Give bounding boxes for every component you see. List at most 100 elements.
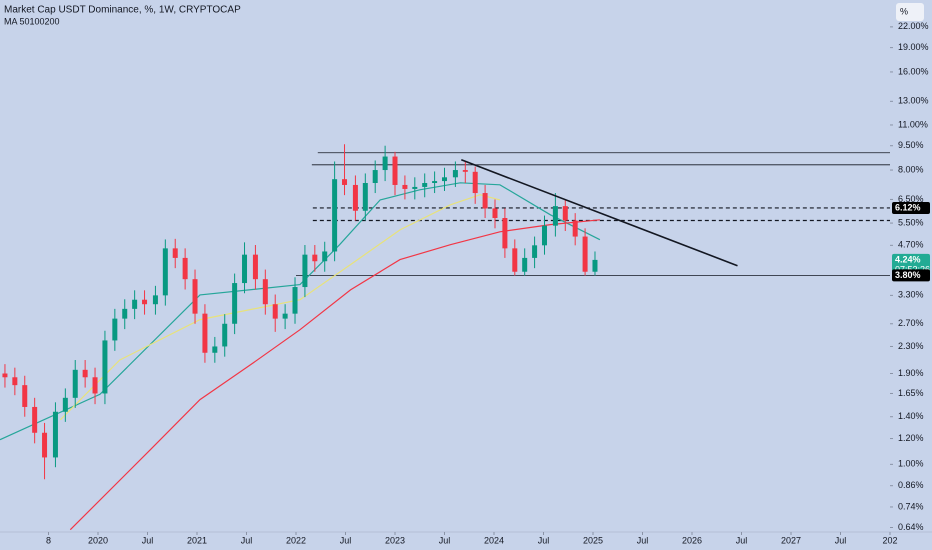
candle-body [192,279,198,314]
candle-body [82,369,88,378]
candle-body [172,248,178,258]
candle-body [532,245,538,258]
x-tick-label: Jul [835,535,847,545]
candle-body [2,373,8,378]
y-tick-label: 2.30% [898,341,924,351]
candle-body [212,346,218,353]
moving-average [69,219,600,531]
candle-body [432,181,438,184]
candle-body [372,170,378,184]
y-tick-label: 1.90% [898,368,924,378]
candle-body [322,251,328,262]
y-tick-label: 22.00% [898,21,929,31]
candle-body [92,377,98,394]
candle-body [132,299,138,309]
price-label-box [892,201,930,214]
y-tick-label: 1.65% [898,388,924,398]
y-tick-label: 6.50% [898,194,924,204]
x-tick-label: 2021 [187,535,207,545]
candle-body [142,299,148,305]
candle-body [332,179,338,252]
candle-body [552,206,558,226]
candle-body [362,183,368,211]
candle-body [392,156,398,185]
y-tick-label: 11.00% [898,119,928,129]
candle-body [252,254,258,280]
x-tick-label: Jul [439,535,451,545]
candle-body [272,304,278,319]
candle-body [182,257,188,280]
chart-title: Market Cap USDT Dominance, %, 1W, CRYPTO… [4,5,241,16]
candle-body [462,170,468,172]
y-tick-label: 8.00% [898,164,924,174]
moving-average [59,194,501,421]
x-tick-label: Jul [142,535,154,545]
candle-body [242,254,248,284]
y-tick-label: 5.50% [898,217,924,227]
y-tick-label: 19.00% [898,42,929,52]
candle-body [422,183,428,187]
x-tick-label: 2024 [484,535,504,545]
x-tick-label: Jul [637,535,649,545]
x-tick-label: 2023 [385,535,405,545]
candle-body [232,283,238,324]
candle-body [572,220,578,237]
candle-body [522,257,528,272]
candle-body [402,184,408,189]
y-tick-label: 13.00% [898,96,929,106]
candle-body [502,218,508,249]
y-tick-label: 2.70% [898,318,924,328]
price-countdown: 07:52:26 [895,264,930,274]
y-tick-label: 1.40% [898,411,924,421]
candle-body [452,170,458,178]
candle-body [112,318,118,341]
x-tick-label: Jul [340,535,352,545]
candle-body [492,208,498,219]
trend-line [461,159,738,267]
y-tick-label: 1.00% [898,459,924,469]
x-tick-label: 2022 [286,535,306,545]
y-tick-label: 16.00% [898,66,929,76]
y-tick-label: 0.86% [898,480,924,490]
unit-label: % [900,6,908,16]
candle-body [512,248,518,272]
candle-body [541,225,547,246]
x-tick-label: 2026 [682,535,702,545]
y-tick-label: 3.30% [898,290,924,300]
candle-body [302,254,308,288]
candle-body [282,313,288,319]
candle-body [312,254,318,262]
y-tick-label: 0.74% [898,501,924,511]
candle-body [102,340,108,394]
x-tick-label: 2027 [781,535,801,545]
price-label: 3.80% [895,270,921,280]
x-tick-label: 202 [882,535,897,545]
candle-body [342,179,348,185]
indicator-label: MA 50100200 [4,16,60,26]
candle-body [262,279,268,305]
candle-body [42,432,48,458]
candle-body [562,206,568,221]
candle-body [22,385,28,407]
candle-body [72,369,78,398]
candle-body [472,171,478,194]
x-tick-label: 8 [46,535,51,545]
candle-body [412,186,418,189]
candle-body [222,323,228,347]
candle-body [162,248,168,296]
y-tick-label: 4.70% [898,240,924,250]
candle-body [582,236,588,272]
price-label: 6.12% [895,202,921,212]
price-label: 4.24% [895,254,921,264]
candle-body [202,313,208,353]
candle-body [482,193,488,209]
x-tick-label: Jul [736,535,748,545]
x-tick-label: Jul [241,535,253,545]
price-label-box [892,269,930,282]
candle-body [442,177,448,182]
y-tick-label: 1.20% [898,433,924,443]
unit-box[interactable] [896,3,924,21]
candle-body [292,287,298,314]
